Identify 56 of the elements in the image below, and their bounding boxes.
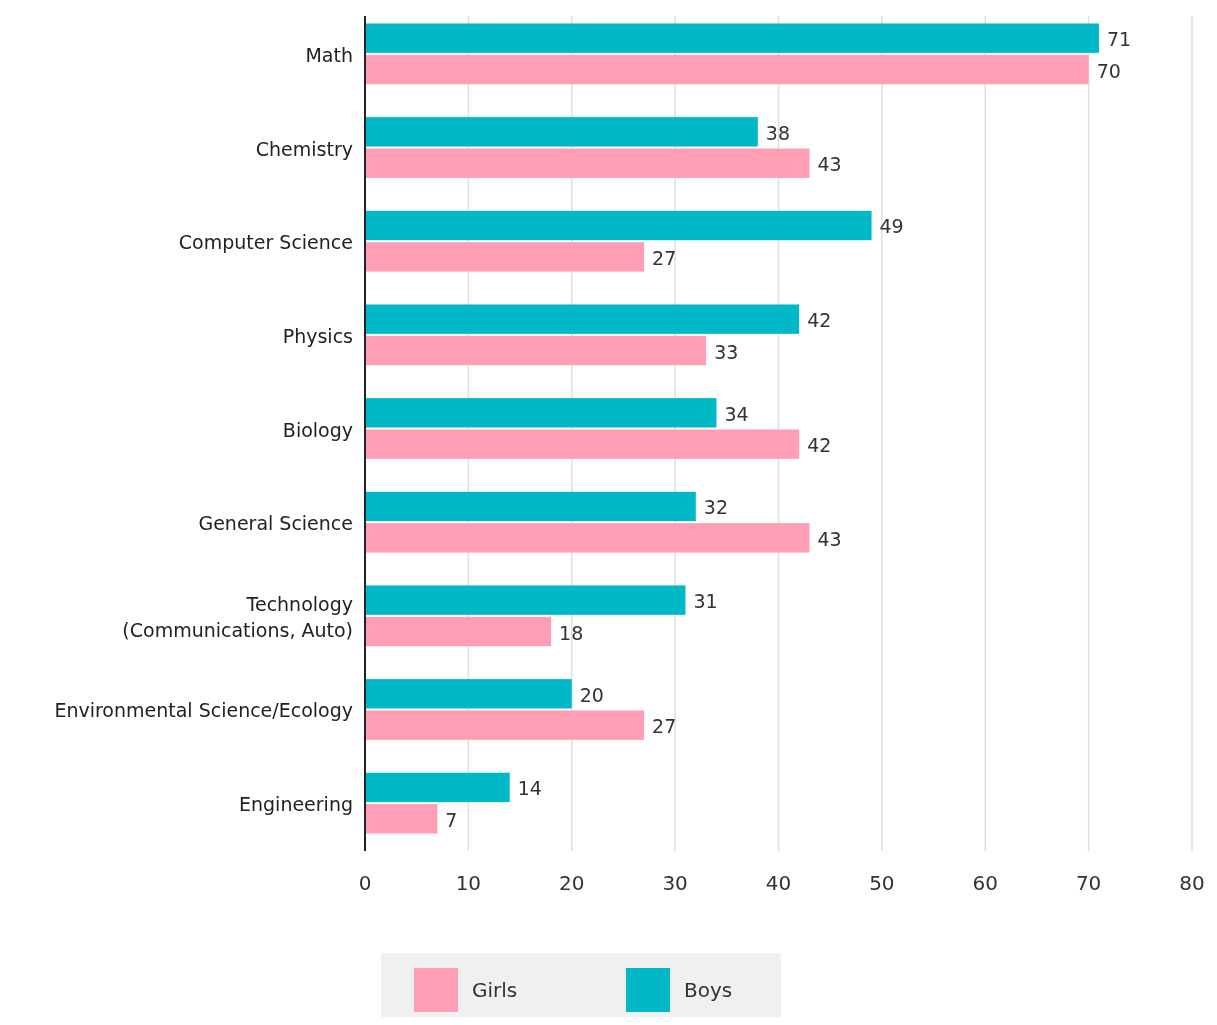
bar (365, 242, 645, 272)
x-tick-label: 60 (972, 871, 998, 895)
bar (365, 523, 810, 553)
y-tick-label: Technology (Communications, Auto) (122, 592, 353, 641)
bar (365, 335, 707, 366)
y-tick-label: Chemistry (255, 137, 353, 160)
y-tick-label: Computer Science (178, 231, 353, 254)
data-label: 34 (724, 402, 749, 425)
bar (365, 304, 800, 334)
bar (365, 679, 572, 709)
data-label: 71 (1106, 28, 1132, 51)
data-label: 31 (693, 590, 718, 613)
data-label: 20 (579, 683, 604, 706)
y-tick-label: Biology (282, 418, 353, 441)
data-label: 42 (807, 434, 832, 457)
data-label: 7 (445, 808, 458, 831)
data-label: 70 (1096, 59, 1121, 82)
bar (365, 210, 872, 241)
bar (365, 616, 552, 647)
y-tick-label: Physics (282, 324, 353, 347)
y-tick-label: Math (305, 43, 353, 66)
bar (365, 491, 696, 522)
x-tick-label: 40 (765, 871, 792, 895)
bar (365, 23, 1099, 53)
y-tick-label: Environmental Science/Ecology (54, 699, 353, 722)
data-label: 14 (517, 777, 542, 800)
data-label: 27 (652, 715, 677, 738)
x-tick-label: 10 (455, 871, 482, 895)
x-tick-label: 0 (358, 871, 372, 895)
x-tick-label: 80 (1179, 871, 1205, 895)
bar (365, 585, 686, 615)
bar (365, 398, 717, 428)
data-label: 43 (817, 527, 842, 550)
x-tick-label: 70 (1075, 871, 1102, 895)
bar (365, 117, 758, 147)
legend-label: Boys (684, 978, 733, 1002)
x-tick-label: 50 (869, 871, 895, 895)
data-label: 33 (714, 340, 739, 363)
bar (365, 148, 810, 178)
data-label: 38 (765, 121, 791, 144)
bar (365, 772, 510, 803)
bar (365, 804, 438, 834)
y-tick-label: General Science (198, 512, 353, 535)
x-tick-label: 20 (559, 871, 585, 895)
x-tick-label: 30 (662, 871, 688, 895)
bar (365, 710, 645, 740)
bar (365, 429, 800, 459)
data-label: 49 (879, 215, 904, 238)
data-label: 32 (703, 496, 728, 519)
data-label: 27 (652, 246, 677, 269)
data-label: 42 (807, 309, 832, 332)
data-label: 18 (559, 621, 584, 644)
y-tick-label: Engineering (239, 793, 353, 816)
legend-label: Girls (472, 978, 518, 1002)
bar (365, 54, 1089, 85)
data-label: 43 (817, 153, 842, 176)
